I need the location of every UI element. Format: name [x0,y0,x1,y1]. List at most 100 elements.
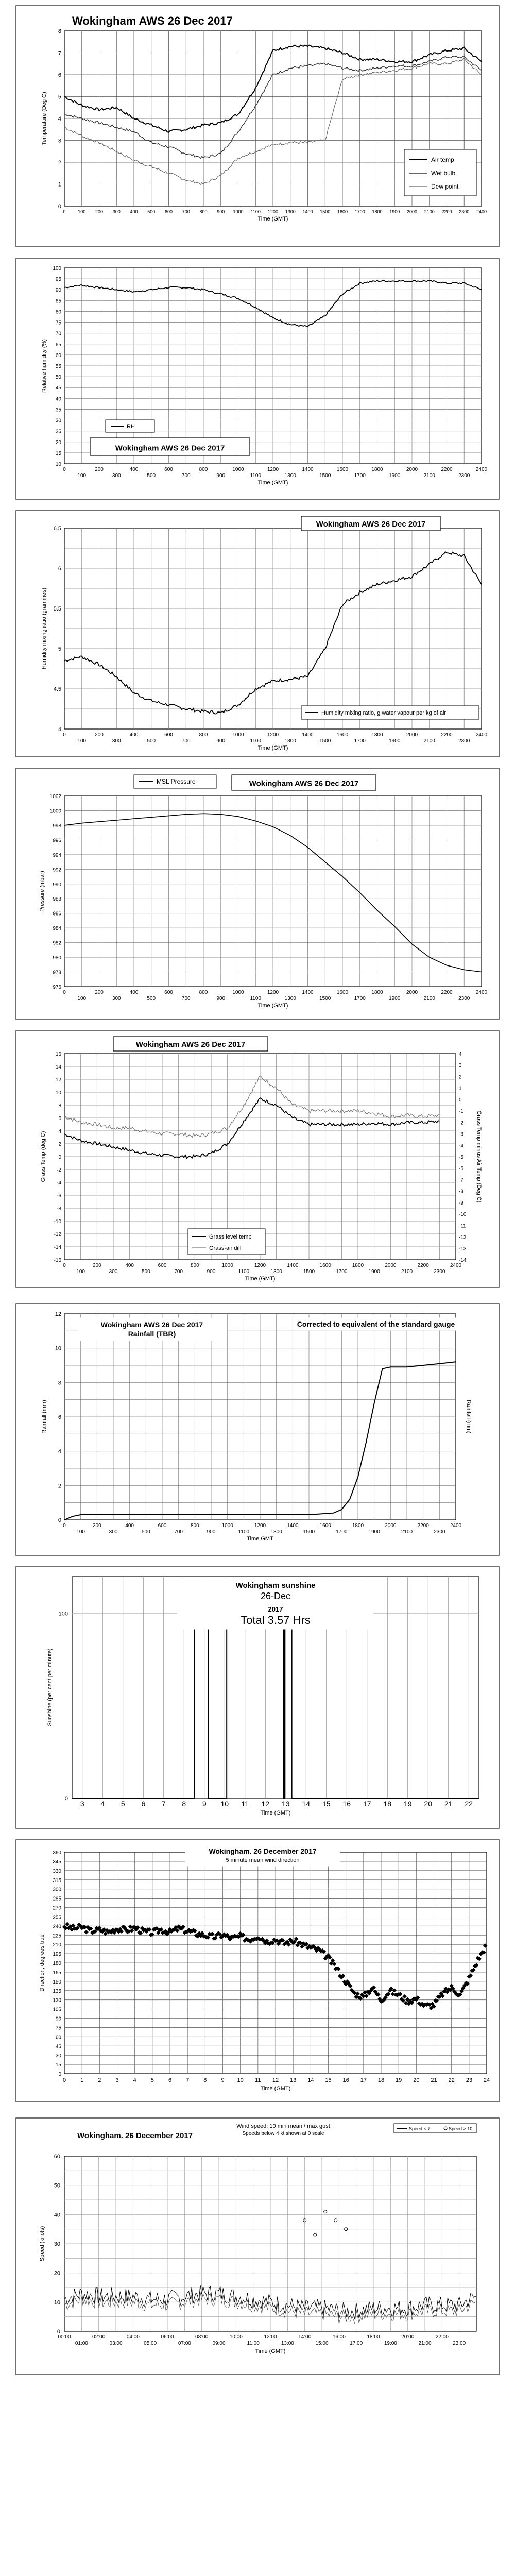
x-tick-label: 200 [95,467,104,472]
y-axis-label: Pressure (mbar) [39,871,45,911]
y-tick-label: -14 [54,1245,62,1250]
x-tick-label: 500 [147,209,155,214]
legend-box [404,149,477,196]
x-tick-label: 3 [80,1800,84,1808]
series-line-mixing-ratio [64,551,482,715]
y-tick-label: 330 [53,1869,61,1874]
chart-title: Wokingham AWS 26 Dec 2017 [101,1320,203,1329]
x-tick-label: 11 [241,1800,249,1808]
x-tick-label: 1300 [285,738,297,744]
y-tick-label: 285 [53,1896,61,1902]
x-tick-label: 5 [151,2077,154,2083]
x-tick-label: 700 [182,209,190,214]
x-tick-label: 0 [63,467,66,472]
y-tick-label: 270 [53,1906,61,1911]
x-tick-label: 2300 [458,473,470,479]
series-line-speed-mean [64,2285,477,2319]
y-tick-label: 10 [56,1090,62,1096]
y2-tick-label: 4 [459,1052,462,1057]
y-tick-label: 165 [53,1970,61,1976]
y-tick-label: 10 [55,1346,61,1352]
wind-speed-chart-panel: 0 10 20 30 40 50 60 00:00 02:00 04:00 06:00 08:00 10… [15,2117,500,2375]
x-tick-label: 200 [95,209,103,214]
y-tick-label: 4 [58,1449,61,1455]
chart-year: 2017 [268,1605,283,1613]
x-tick-label: 18 [383,1800,391,1808]
chart-title: Wokingham AWS 26 Dec 2017 [249,779,359,788]
x-tick-label: 1000 [233,209,243,214]
chart-title-box [90,437,250,456]
x-tick-label: 1200 [267,732,279,738]
x-tick-label: 2300 [434,1529,445,1535]
x-tick-label: 600 [164,732,173,738]
y-axis-label: Speed (knots) [39,2226,45,2261]
y-tick-label: 40 [56,396,62,402]
x-tick-label: 1600 [320,1523,332,1529]
x-tick-label: 20:00 [401,2334,414,2340]
x-tick-label: 100 [78,209,85,214]
y-tick-label: 75 [56,2025,62,2031]
y-tick-label: 135 [53,1989,61,1994]
y-tick-label: 0 [65,1795,68,1802]
x-tick-label: 600 [164,467,173,472]
x-tick-label: 6 [168,2077,171,2083]
x-tick-label: 1000 [232,990,244,995]
x-tick-label: 08:00 [195,2334,208,2340]
x-tick-label: 16 [343,2077,349,2083]
rainfall-chart-panel: 0 2 4 6 8 10 12 0 200 400 600 800 1000 1200 1400 1600 18… [15,1303,500,1556]
sunshine-chart-panel: 0 100 3 4 5 6 7 8 9 10 11 12 13 14 15 16 17 18 19 20 21 22 Tim… [15,1566,500,1829]
x-tick-label: 20 [413,2077,419,2083]
series-line-rainfall [64,1361,456,1520]
y-tick-label: 2 [58,160,61,166]
x-tick-label: 0 [63,209,65,214]
y2-tick-label: -1 [459,1109,464,1114]
y-tick-label: 992 [53,867,61,873]
note-background [296,1317,456,1331]
y-tick-label: 12 [56,1077,62,1083]
x-tick-label: 1100 [250,738,261,744]
y-tick-label: 60 [54,2154,60,2160]
x-tick-label: 10 [220,1800,229,1808]
y-tick-label: 30 [56,418,62,424]
x-tick-label: 1700 [336,1269,348,1275]
x-tick-label: 4 [100,1800,105,1808]
y-tick-label: 50 [56,375,62,380]
x-axis-label: Time GMT [247,1536,273,1542]
x-tick-label: 1000 [232,467,244,472]
y2-tick-label: -8 [459,1189,464,1195]
y-tick-label: 998 [53,823,61,829]
chart-header-text-2: Speeds below 4 kt shown at 0 scale [243,2131,324,2137]
y2-tick-label: -3 [459,1132,464,1138]
x-tick-label: 2100 [401,1529,413,1535]
series-line-rh [64,279,482,328]
x-tick-label: 1100 [238,1269,250,1275]
x-tick-label: 01:00 [75,2341,88,2346]
chart-title: Wokingham AWS 26 Dec 2017 [115,444,225,452]
y2-tick-label: 2 [459,1074,462,1080]
x-tick-label: 03:00 [109,2341,122,2346]
legend-swatch [443,2126,448,2130]
direction-point [135,1925,140,1930]
x-tick-label: 1800 [352,1523,364,1529]
x-tick-label: 2000 [385,1523,397,1529]
x-axis-label: Time (GMT) [258,1003,288,1009]
y-tick-label: 1002 [50,794,62,800]
legend-label: Dew point [431,183,459,190]
x-tick-label: 23:00 [453,2341,466,2346]
legend-box [301,705,479,720]
x-tick-label: 300 [112,738,121,744]
x-tick-label: 11:00 [247,2341,260,2346]
y-tick-label: 986 [53,911,61,917]
x-tick-label: 1800 [372,209,382,214]
x-tick-label: 18:00 [367,2334,380,2340]
x-tick-label: 6 [141,1800,145,1808]
x-tick-label: 900 [216,996,225,1002]
x-tick-label: 1500 [303,1529,315,1535]
x-tick-label: 1200 [268,209,278,214]
series-line-2 [64,55,482,159]
x-tick-label: 1000 [222,1523,234,1529]
y-axis-label: Humidity mixing ratio (grammes) [41,588,47,669]
x-tick-label: 20 [424,1800,432,1808]
x-tick-label: 2300 [459,209,469,214]
x-tick-label: 2200 [441,990,453,995]
